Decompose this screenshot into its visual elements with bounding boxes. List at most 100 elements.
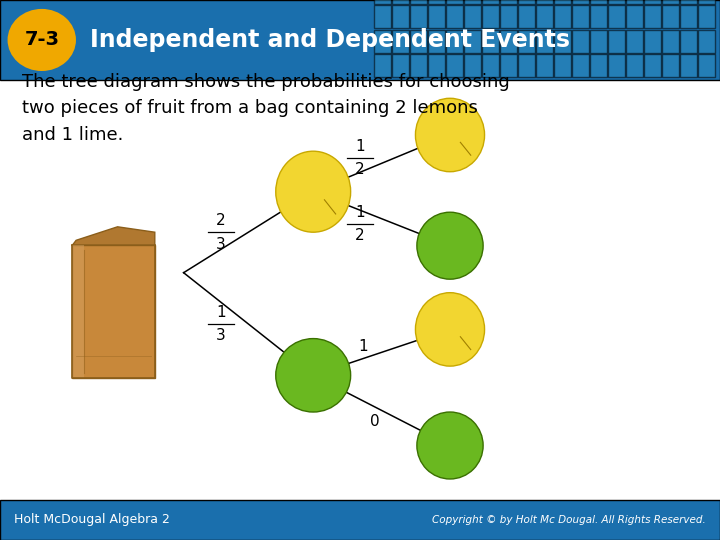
FancyBboxPatch shape bbox=[626, 5, 643, 28]
FancyBboxPatch shape bbox=[0, 500, 720, 540]
Text: 2: 2 bbox=[355, 163, 365, 177]
FancyBboxPatch shape bbox=[572, 30, 589, 53]
FancyBboxPatch shape bbox=[554, 55, 571, 77]
Ellipse shape bbox=[417, 412, 483, 479]
FancyBboxPatch shape bbox=[626, 0, 643, 4]
FancyBboxPatch shape bbox=[410, 0, 427, 4]
FancyBboxPatch shape bbox=[482, 5, 499, 28]
Text: 3: 3 bbox=[216, 237, 226, 252]
FancyBboxPatch shape bbox=[482, 55, 499, 77]
Text: The tree diagram shows the probabilities for choosing
two pieces of fruit from a: The tree diagram shows the probabilities… bbox=[22, 73, 509, 144]
FancyBboxPatch shape bbox=[536, 30, 553, 53]
FancyBboxPatch shape bbox=[572, 55, 589, 77]
Text: 1: 1 bbox=[355, 205, 365, 220]
Text: 2: 2 bbox=[216, 213, 226, 228]
FancyBboxPatch shape bbox=[698, 0, 715, 4]
FancyBboxPatch shape bbox=[590, 30, 607, 53]
Text: Copyright © by Holt Mc Dougal. All Rights Reserved.: Copyright © by Holt Mc Dougal. All Right… bbox=[432, 515, 706, 525]
FancyBboxPatch shape bbox=[662, 30, 679, 53]
FancyBboxPatch shape bbox=[572, 5, 589, 28]
Ellipse shape bbox=[415, 98, 485, 172]
FancyBboxPatch shape bbox=[608, 30, 625, 53]
FancyBboxPatch shape bbox=[482, 30, 499, 53]
FancyBboxPatch shape bbox=[554, 5, 571, 28]
FancyBboxPatch shape bbox=[374, 0, 391, 4]
FancyBboxPatch shape bbox=[392, 30, 409, 53]
FancyBboxPatch shape bbox=[662, 0, 679, 4]
FancyBboxPatch shape bbox=[536, 55, 553, 77]
FancyBboxPatch shape bbox=[446, 0, 463, 4]
FancyBboxPatch shape bbox=[410, 55, 427, 77]
FancyBboxPatch shape bbox=[374, 5, 391, 28]
FancyBboxPatch shape bbox=[464, 0, 481, 4]
FancyBboxPatch shape bbox=[500, 30, 517, 53]
Text: 1: 1 bbox=[359, 340, 369, 354]
Text: Holt McDougal Algebra 2: Holt McDougal Algebra 2 bbox=[14, 513, 170, 526]
Text: 1: 1 bbox=[355, 139, 365, 153]
FancyBboxPatch shape bbox=[626, 30, 643, 53]
FancyBboxPatch shape bbox=[608, 55, 625, 77]
Ellipse shape bbox=[276, 339, 351, 412]
Text: 1: 1 bbox=[216, 305, 226, 320]
FancyBboxPatch shape bbox=[698, 55, 715, 77]
FancyBboxPatch shape bbox=[374, 55, 391, 77]
FancyBboxPatch shape bbox=[554, 30, 571, 53]
Text: Independent and Dependent Events: Independent and Dependent Events bbox=[90, 28, 570, 52]
FancyBboxPatch shape bbox=[518, 5, 535, 28]
Ellipse shape bbox=[417, 212, 483, 279]
FancyBboxPatch shape bbox=[428, 55, 445, 77]
FancyBboxPatch shape bbox=[698, 30, 715, 53]
FancyBboxPatch shape bbox=[464, 55, 481, 77]
FancyBboxPatch shape bbox=[392, 0, 409, 4]
FancyBboxPatch shape bbox=[554, 0, 571, 4]
Ellipse shape bbox=[415, 293, 485, 366]
FancyBboxPatch shape bbox=[428, 5, 445, 28]
FancyBboxPatch shape bbox=[446, 30, 463, 53]
FancyBboxPatch shape bbox=[518, 30, 535, 53]
Polygon shape bbox=[72, 227, 155, 246]
FancyBboxPatch shape bbox=[374, 30, 391, 53]
FancyBboxPatch shape bbox=[464, 5, 481, 28]
Text: 2: 2 bbox=[355, 228, 365, 244]
FancyBboxPatch shape bbox=[500, 55, 517, 77]
Text: 0: 0 bbox=[369, 414, 379, 429]
Ellipse shape bbox=[8, 9, 76, 71]
FancyBboxPatch shape bbox=[590, 5, 607, 28]
FancyBboxPatch shape bbox=[500, 5, 517, 28]
FancyBboxPatch shape bbox=[428, 30, 445, 53]
FancyBboxPatch shape bbox=[644, 0, 661, 4]
FancyBboxPatch shape bbox=[644, 55, 661, 77]
FancyBboxPatch shape bbox=[464, 30, 481, 53]
Text: 7-3: 7-3 bbox=[24, 30, 59, 50]
FancyBboxPatch shape bbox=[590, 0, 607, 4]
FancyBboxPatch shape bbox=[428, 0, 445, 4]
Text: 3: 3 bbox=[216, 328, 226, 343]
FancyBboxPatch shape bbox=[698, 5, 715, 28]
FancyBboxPatch shape bbox=[72, 245, 84, 378]
Ellipse shape bbox=[276, 151, 351, 232]
FancyBboxPatch shape bbox=[518, 0, 535, 4]
FancyBboxPatch shape bbox=[410, 5, 427, 28]
FancyBboxPatch shape bbox=[392, 5, 409, 28]
FancyBboxPatch shape bbox=[536, 5, 553, 28]
FancyBboxPatch shape bbox=[626, 55, 643, 77]
FancyBboxPatch shape bbox=[680, 30, 697, 53]
FancyBboxPatch shape bbox=[644, 30, 661, 53]
FancyBboxPatch shape bbox=[572, 0, 589, 4]
FancyBboxPatch shape bbox=[662, 55, 679, 77]
FancyBboxPatch shape bbox=[72, 245, 155, 378]
FancyBboxPatch shape bbox=[446, 55, 463, 77]
FancyBboxPatch shape bbox=[680, 5, 697, 28]
FancyBboxPatch shape bbox=[680, 55, 697, 77]
FancyBboxPatch shape bbox=[500, 0, 517, 4]
FancyBboxPatch shape bbox=[446, 5, 463, 28]
FancyBboxPatch shape bbox=[662, 5, 679, 28]
FancyBboxPatch shape bbox=[536, 0, 553, 4]
FancyBboxPatch shape bbox=[590, 55, 607, 77]
FancyBboxPatch shape bbox=[608, 0, 625, 4]
FancyBboxPatch shape bbox=[680, 0, 697, 4]
FancyBboxPatch shape bbox=[0, 0, 720, 80]
FancyBboxPatch shape bbox=[644, 5, 661, 28]
FancyBboxPatch shape bbox=[518, 55, 535, 77]
FancyBboxPatch shape bbox=[608, 5, 625, 28]
